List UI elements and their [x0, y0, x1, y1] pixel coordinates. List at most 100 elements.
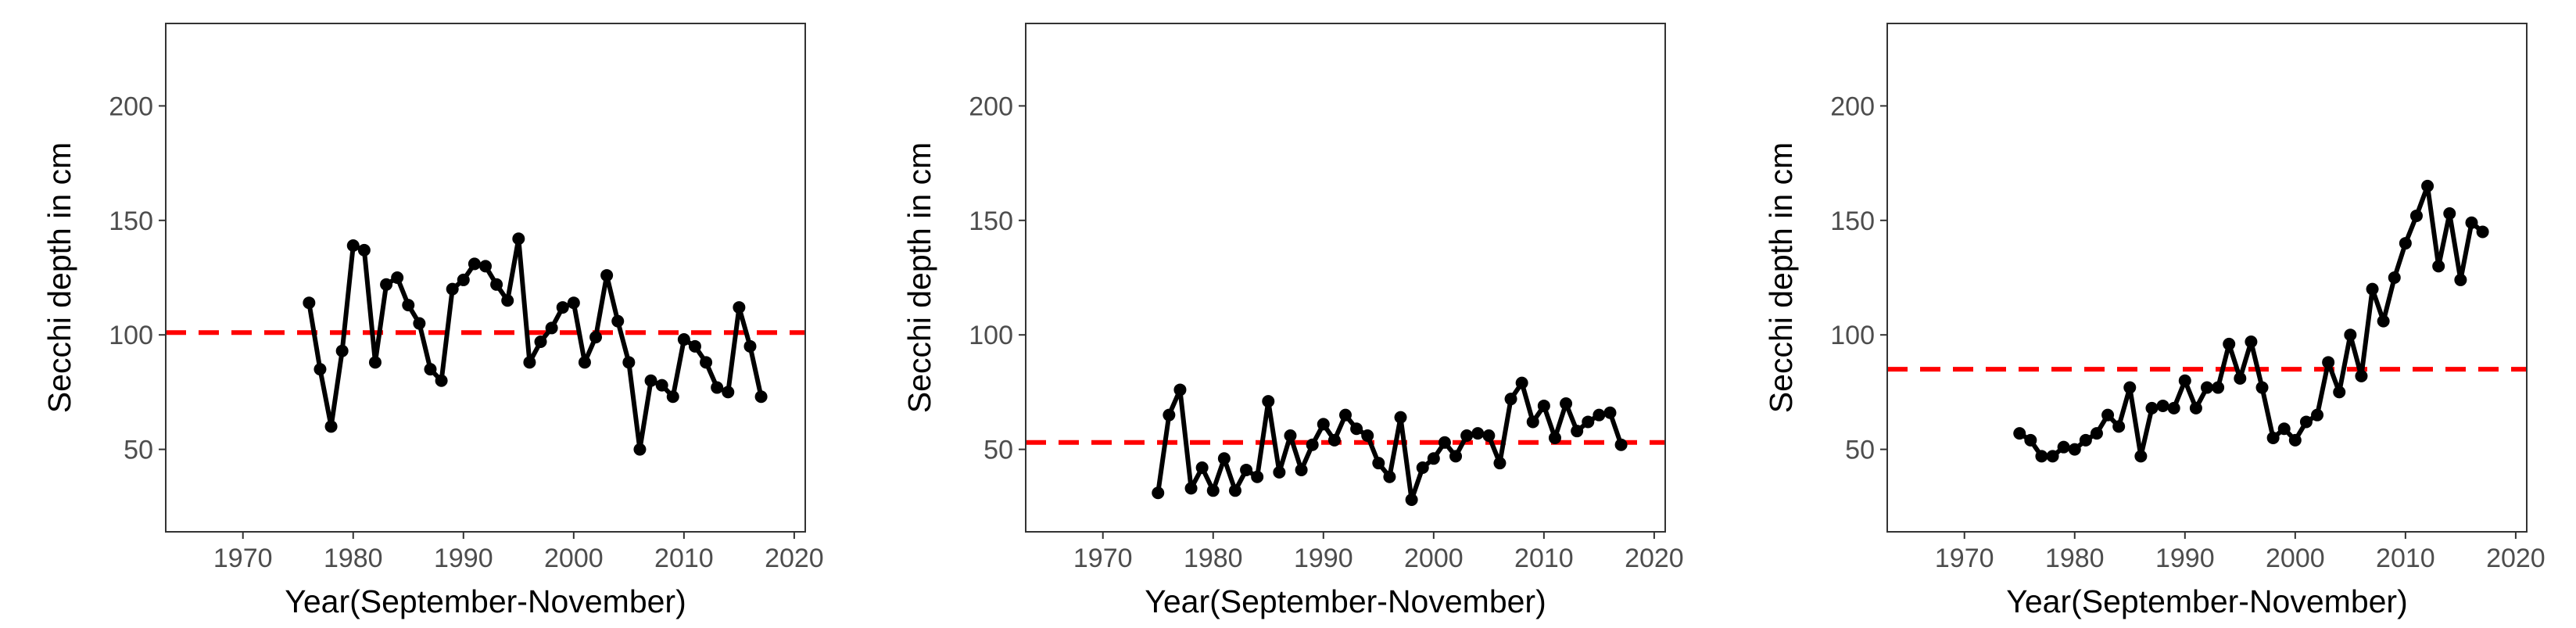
chart-1-data-point: [446, 282, 459, 296]
chart-2-data-point: [1449, 450, 1463, 463]
chart-2-data-point: [1361, 429, 1374, 443]
chart-3-data-point: [2090, 427, 2103, 440]
chart-1-data-point: [313, 363, 327, 376]
chart-3-data-point: [2134, 450, 2148, 463]
chart-3-data-point: [2178, 374, 2191, 387]
chart-3-data-point: [2013, 427, 2026, 440]
chart-1-data-point: [490, 278, 503, 291]
chart-1-data-point: [589, 331, 603, 344]
chart-1-data-point: [512, 232, 525, 246]
chart-1-panel-border: [165, 23, 806, 533]
chart-2-data-point: [1438, 436, 1451, 449]
chart-3-x-axis-title: Year(September-November): [2006, 583, 2407, 619]
chart-1-data-point: [368, 356, 382, 369]
chart-1-data-point: [754, 390, 768, 404]
chart-1-data-point: [567, 296, 580, 310]
chart-2-y-tick-label: 150: [969, 206, 1013, 236]
chart-2-data-point: [1537, 399, 1550, 412]
chart-1-data-point: [688, 339, 701, 353]
chart-2-data-point: [1339, 408, 1352, 422]
chart-2-data-point: [1571, 425, 1584, 438]
chart-2-data-point: [1515, 376, 1528, 389]
chart-2-data-point: [1306, 438, 1319, 451]
chart-3-data-point: [2145, 401, 2159, 414]
chart-2-data-point: [1228, 484, 1241, 497]
chart-1-data-point: [457, 273, 470, 286]
chart-3-data-point: [2299, 415, 2313, 429]
chart-1-data-point: [545, 321, 558, 335]
chart-3-data-point: [2223, 337, 2236, 350]
chart-2-data-point: [1184, 482, 1198, 495]
chart-panel-1: 50 100 150 200 1970 1980 1990 2000 2010 2020 Year(…: [41, 23, 824, 619]
chart-3-x-tick-label: 1970: [1935, 544, 1994, 573]
chart-2-data-point: [1383, 470, 1396, 483]
chart-1-data-point: [479, 260, 492, 273]
chart-2-data-point: [1560, 397, 1573, 411]
chart-1-data-point: [534, 335, 547, 348]
chart-3-x-tick-label: 2010: [2376, 544, 2435, 573]
chart-2-x-tick-label: 2010: [1514, 544, 1574, 573]
chart-2-data-point: [1416, 461, 1429, 475]
chart-3-y-tick-label: 150: [1830, 206, 1875, 236]
chart-3-data-point: [2399, 237, 2412, 250]
chart-1-x-tick-label: 1970: [213, 544, 273, 573]
chart-2-data-point: [1273, 465, 1286, 479]
chart-2-data-point: [1240, 463, 1253, 476]
chart-1-data-point: [644, 374, 657, 387]
chart-2-data-point: [1394, 411, 1407, 424]
chart-2-x-tick-label: 1990: [1294, 544, 1353, 573]
chart-2-data-point: [1405, 493, 1418, 507]
chart-1-x-tick-label: 1990: [434, 544, 493, 573]
chart-2-data-point: [1195, 461, 1209, 475]
chart-3-data-point: [2443, 207, 2456, 221]
chart-1-y-tick-label: 50: [124, 436, 153, 465]
chart-3-y-tick-label: 50: [1845, 436, 1875, 465]
chart-3-data-point: [2024, 433, 2037, 447]
chart-2-data-point: [1152, 486, 1165, 500]
chart-3-data-point: [2112, 420, 2126, 433]
chart-3-data-point: [2156, 399, 2169, 412]
chart-1-data-point: [468, 257, 481, 271]
chart-2-data-point: [1603, 406, 1617, 419]
chart-2-plot-area: [1026, 376, 1665, 507]
chart-3-data-point: [2421, 179, 2434, 192]
chart-2-data-point: [1295, 463, 1308, 476]
chart-3-x-tick-label: 1990: [2155, 544, 2215, 573]
chart-1-data-point: [346, 239, 360, 253]
chart-1-data-point: [733, 301, 746, 314]
chart-3-data-point: [2476, 225, 2489, 239]
chart-1-data-point: [413, 317, 426, 330]
chart-3-data-point: [2366, 282, 2379, 296]
chart-3-data-point: [2079, 433, 2092, 447]
chart-1-x-tick-label: 2020: [765, 544, 824, 573]
chart-2-data-point: [1262, 395, 1275, 408]
chart-2-data-point: [1317, 418, 1330, 431]
chart-3-data-point: [2234, 371, 2247, 385]
chart-2-data-point: [1427, 452, 1440, 465]
chart-2-data-point: [1327, 433, 1341, 447]
chart-3-data-point: [2201, 381, 2213, 394]
chart-1-data-point: [700, 356, 713, 369]
chart-2-data-point: [1217, 452, 1231, 465]
chart-1-x-axis-title: Year(September-November): [285, 583, 686, 619]
chart-3-data-point: [2377, 314, 2390, 328]
chart-3-y-tick-label: 200: [1830, 92, 1875, 121]
chart-2-data-point: [1493, 457, 1507, 470]
chart-3-data-point: [2035, 450, 2048, 463]
chart-1-data-point: [655, 379, 668, 392]
chart-3-data-point: [2409, 209, 2423, 222]
chart-3-data-point: [2465, 216, 2478, 229]
chart-2-data-point: [1526, 415, 1539, 429]
chart-2-x-axis-title: Year(September-November): [1145, 583, 1546, 619]
chart-3-data-point: [2123, 381, 2137, 394]
chart-2-data-point: [1372, 457, 1385, 470]
chart-1-data-point: [600, 269, 614, 282]
chart-1-data-point: [335, 344, 349, 357]
chart-2-x-tick-label: 1970: [1073, 544, 1133, 573]
chart-2-data-point: [1482, 429, 1496, 443]
chart-2-data-point: [1548, 431, 1561, 444]
chart-2-data-point: [1471, 427, 1485, 440]
chart-1-data-point: [424, 363, 437, 376]
chart-2-y-tick-label: 50: [983, 436, 1013, 465]
chart-1-data-point: [357, 243, 371, 257]
